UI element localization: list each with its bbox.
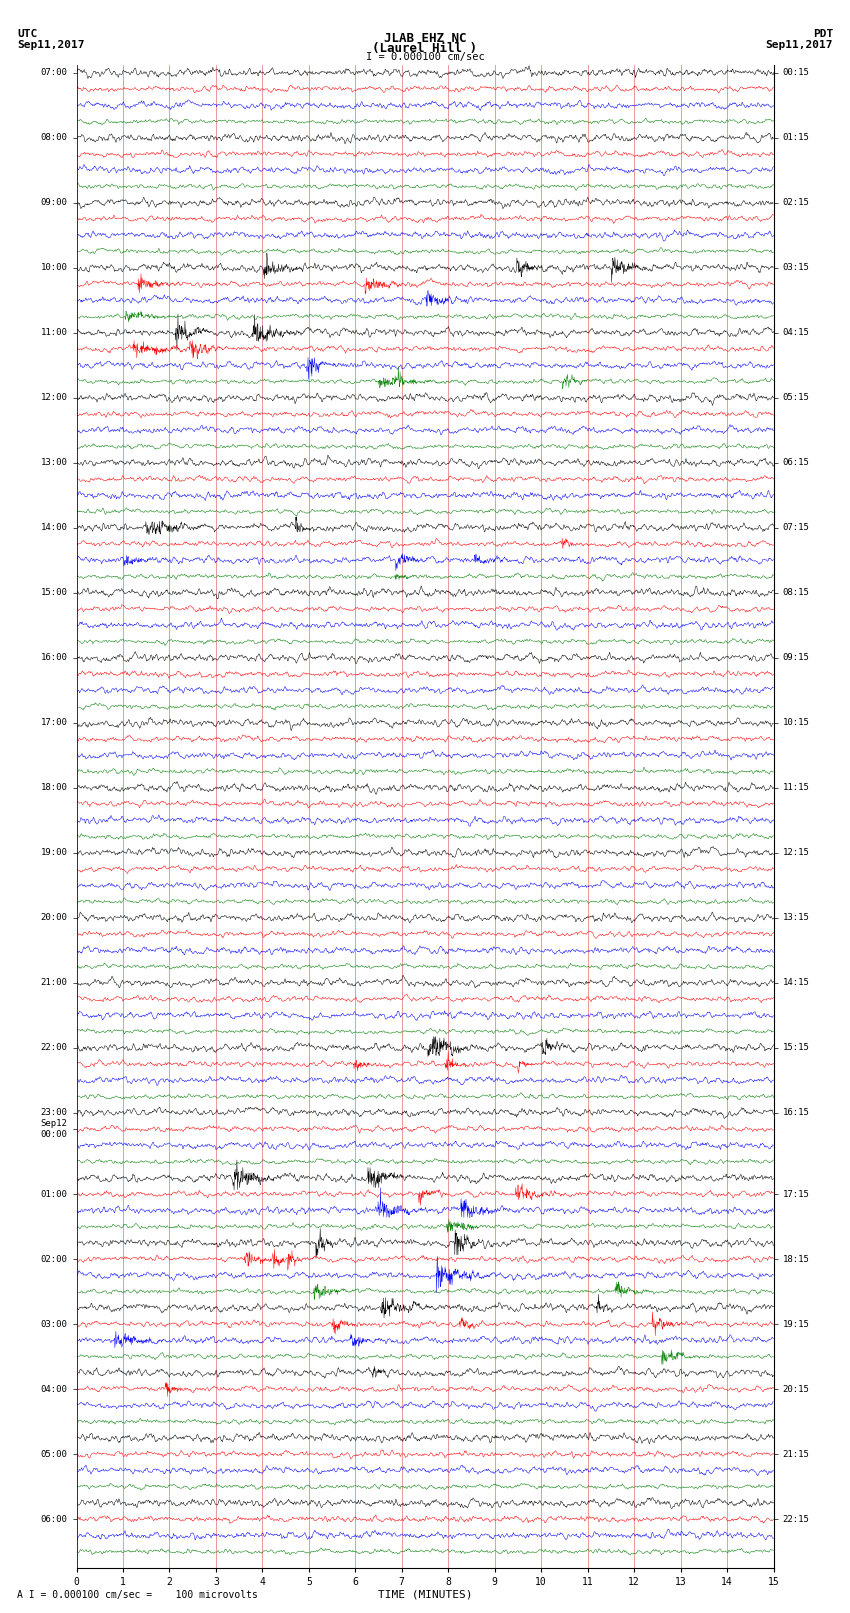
Text: Sep11,2017: Sep11,2017: [766, 40, 833, 50]
Text: I = 0.000100 cm/sec: I = 0.000100 cm/sec: [366, 52, 484, 61]
Text: Sep11,2017: Sep11,2017: [17, 40, 84, 50]
Text: A I = 0.000100 cm/sec =    100 microvolts: A I = 0.000100 cm/sec = 100 microvolts: [17, 1590, 258, 1600]
Text: JLAB EHZ NC: JLAB EHZ NC: [383, 32, 467, 45]
Text: PDT: PDT: [813, 29, 833, 39]
X-axis label: TIME (MINUTES): TIME (MINUTES): [377, 1590, 473, 1600]
Text: UTC: UTC: [17, 29, 37, 39]
Text: (Laurel Hill ): (Laurel Hill ): [372, 42, 478, 55]
